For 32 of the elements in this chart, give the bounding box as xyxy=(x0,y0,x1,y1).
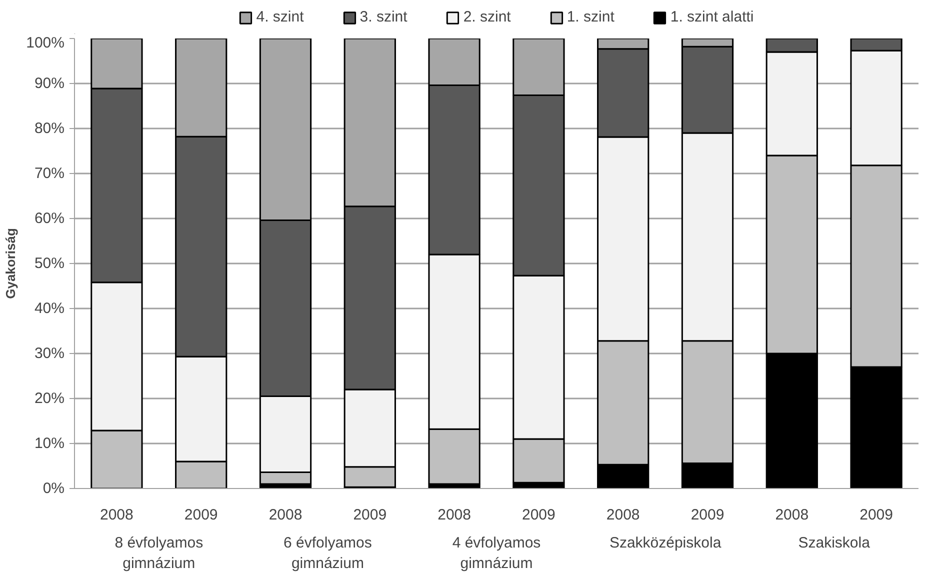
text: 6 évfolyamos gimnázium xyxy=(284,534,372,572)
x-tick-label: 2009 xyxy=(522,506,556,524)
legend-label: 4. szint xyxy=(256,8,304,26)
x-tick-label: 2008 xyxy=(268,506,302,524)
text: 4 évfolyamos gimnázium xyxy=(452,534,541,572)
y-tick-label: 80% xyxy=(34,120,65,137)
legend-label: 1. szint alatti xyxy=(670,8,754,26)
y-tick-label: 30% xyxy=(34,345,65,362)
x-tick-label: 2008 xyxy=(438,506,471,524)
y-axis-title: Gyakoriság xyxy=(3,228,18,299)
y-tick-label: 100% xyxy=(26,34,65,52)
y-tick-label: 0% xyxy=(42,480,65,497)
y-tick-label: 40% xyxy=(34,300,65,317)
y-tick-label: 70% xyxy=(34,165,65,182)
x-tick-label: 2008 xyxy=(606,506,640,524)
legend-label: 3. szint xyxy=(360,8,408,26)
y-tick-label: 10% xyxy=(34,435,65,452)
text: Szakközépiskola xyxy=(609,534,722,552)
text: 8 évfolyamos gimnázium xyxy=(114,534,204,572)
x-tick-label: 2009 xyxy=(690,506,724,524)
y-tick-label: 20% xyxy=(34,390,65,407)
x-tick-label: 2008 xyxy=(100,506,134,524)
y-tick-label: 90% xyxy=(34,75,65,92)
x-tick-label: 2009 xyxy=(860,506,893,524)
y-tick-label: 50% xyxy=(34,255,65,272)
legend-label: 1. szint xyxy=(566,8,614,26)
x-tick-label: 2008 xyxy=(775,506,809,524)
text: Szakiskola xyxy=(798,534,871,552)
x-tick-label: 2009 xyxy=(184,506,218,524)
x-tick-label: 2009 xyxy=(353,506,387,524)
legend-label: 2. szint xyxy=(463,8,511,26)
y-tick-label: 60% xyxy=(34,210,65,227)
